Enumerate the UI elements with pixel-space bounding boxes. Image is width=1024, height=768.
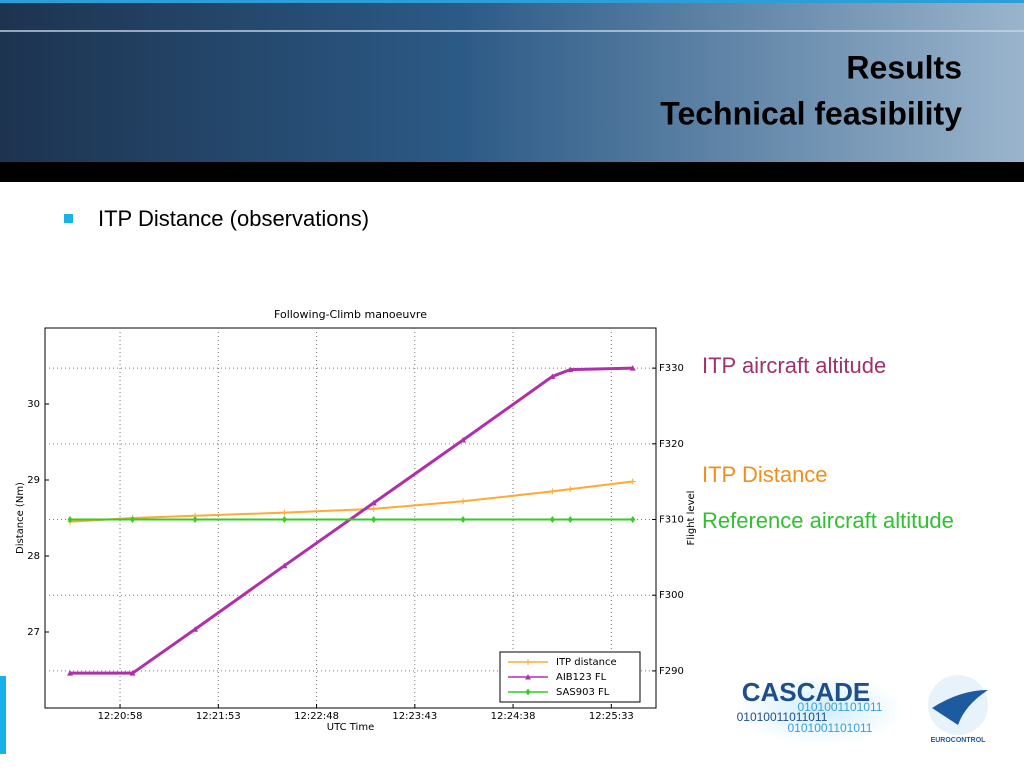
y2-tick-label: F310 bbox=[659, 515, 684, 526]
annotation: Reference aircraft altitude bbox=[702, 508, 954, 533]
legend-label: ITP distance bbox=[556, 657, 617, 668]
marker bbox=[525, 674, 531, 680]
marker bbox=[460, 437, 467, 443]
bullet-icon bbox=[64, 214, 73, 223]
x-tick-label: 12:23:43 bbox=[392, 711, 437, 722]
marker bbox=[549, 488, 556, 495]
slide-subtitle: Technical feasibility bbox=[660, 95, 962, 131]
marker bbox=[370, 499, 377, 506]
marker bbox=[281, 516, 287, 524]
x-tick-label: 12:24:38 bbox=[491, 711, 536, 722]
x-tick-label: 12:21:53 bbox=[196, 711, 241, 722]
marker bbox=[192, 516, 198, 524]
legend-label: AIB123 FL bbox=[556, 672, 607, 683]
x-tick-label: 12:20:58 bbox=[98, 711, 143, 722]
marker bbox=[371, 516, 377, 524]
y2-tick-label: F320 bbox=[659, 439, 684, 450]
side-bar bbox=[0, 676, 6, 754]
marker bbox=[130, 516, 136, 524]
y-axis-label: Distance (Nm) bbox=[15, 482, 26, 554]
marker bbox=[67, 516, 73, 524]
header-banner bbox=[0, 0, 1024, 162]
x-tick-label: 12:25:33 bbox=[589, 711, 634, 722]
marker bbox=[129, 670, 136, 676]
y-tick-label: 27 bbox=[27, 627, 40, 638]
slide-title: Results bbox=[846, 49, 962, 85]
marker bbox=[567, 486, 574, 493]
cascade-glow bbox=[735, 675, 905, 745]
y-tick-label: 28 bbox=[27, 551, 40, 562]
marker bbox=[370, 505, 377, 512]
marker bbox=[630, 516, 636, 524]
header-line bbox=[0, 30, 1024, 32]
bullet-text: ITP Distance (observations) bbox=[98, 206, 369, 231]
marker bbox=[192, 626, 199, 632]
marker bbox=[460, 516, 466, 524]
legend-label: SAS903 FL bbox=[556, 687, 610, 698]
chart-title: Following-Climb manoeuvre bbox=[274, 308, 427, 321]
binary-1: 0101001101011 bbox=[798, 700, 883, 714]
x-axis-label: UTC Time bbox=[327, 722, 374, 733]
y-tick-label: 30 bbox=[27, 399, 40, 410]
marker bbox=[67, 670, 74, 676]
eurocontrol-logo: EUROCONTROL bbox=[931, 737, 987, 744]
marker bbox=[567, 366, 574, 373]
marker bbox=[567, 516, 573, 524]
eurocontrol-wing bbox=[932, 690, 988, 725]
y2-tick-label: F330 bbox=[659, 363, 684, 374]
binary-2: 01010011011011 bbox=[737, 710, 828, 724]
cascade-logo: CASCADE bbox=[742, 677, 871, 707]
marker bbox=[460, 498, 467, 505]
y2-axis-label: Flight level bbox=[686, 491, 697, 546]
marker bbox=[629, 478, 636, 485]
y2-tick-label: F300 bbox=[659, 590, 684, 601]
y2-tick-label: F290 bbox=[659, 666, 684, 677]
annotation: ITP Distance bbox=[702, 462, 828, 487]
annotation: ITP aircraft altitude bbox=[702, 353, 886, 378]
marker bbox=[549, 516, 555, 524]
marker bbox=[525, 688, 531, 696]
marker bbox=[281, 562, 288, 569]
header-stripe bbox=[0, 0, 1024, 3]
y-tick-label: 29 bbox=[27, 475, 40, 486]
marker bbox=[525, 659, 531, 665]
marker bbox=[281, 509, 288, 516]
binary-3: 0101001101011 bbox=[788, 721, 873, 735]
marker bbox=[629, 365, 636, 371]
chart: Following-Climb manoeuvre UTC Time Distanc… bbox=[15, 308, 697, 733]
x-tick-label: 12:22:48 bbox=[294, 711, 339, 722]
marker bbox=[549, 373, 556, 379]
